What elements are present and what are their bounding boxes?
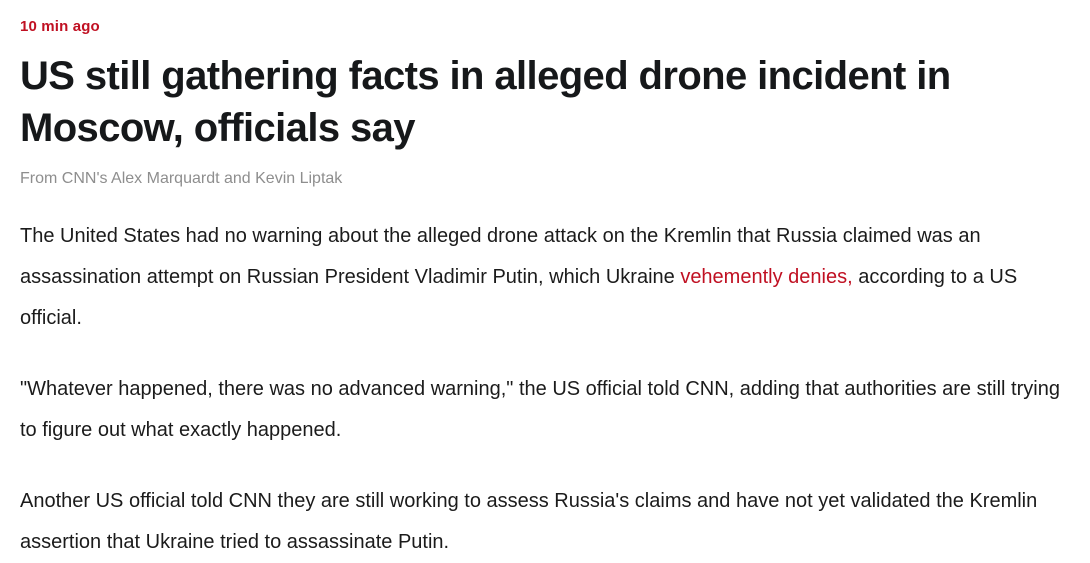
article-byline: From CNN's Alex Marquardt and Kevin Lipt… [20, 170, 343, 187]
article-paragraph-3: Another US official told CNN they are st… [20, 490, 1038, 553]
page-title: US still gathering facts in alleged dron… [20, 54, 951, 150]
paragraph-1-text-after-link: according to a US official. [20, 266, 1018, 329]
vehemently-denies-link[interactable]: vehemently denies, [680, 266, 853, 288]
paragraph-1-text-before-link: The United States had no warning about t… [20, 225, 981, 288]
article-paragraph-2: "Whatever happened, there was no advance… [20, 378, 1060, 441]
article-timestamp: 10 min ago [20, 18, 100, 35]
article-paragraph-1: The United States had no warning about t… [20, 216, 1068, 339]
article-body: The United States had no warning about t… [20, 216, 1070, 563]
